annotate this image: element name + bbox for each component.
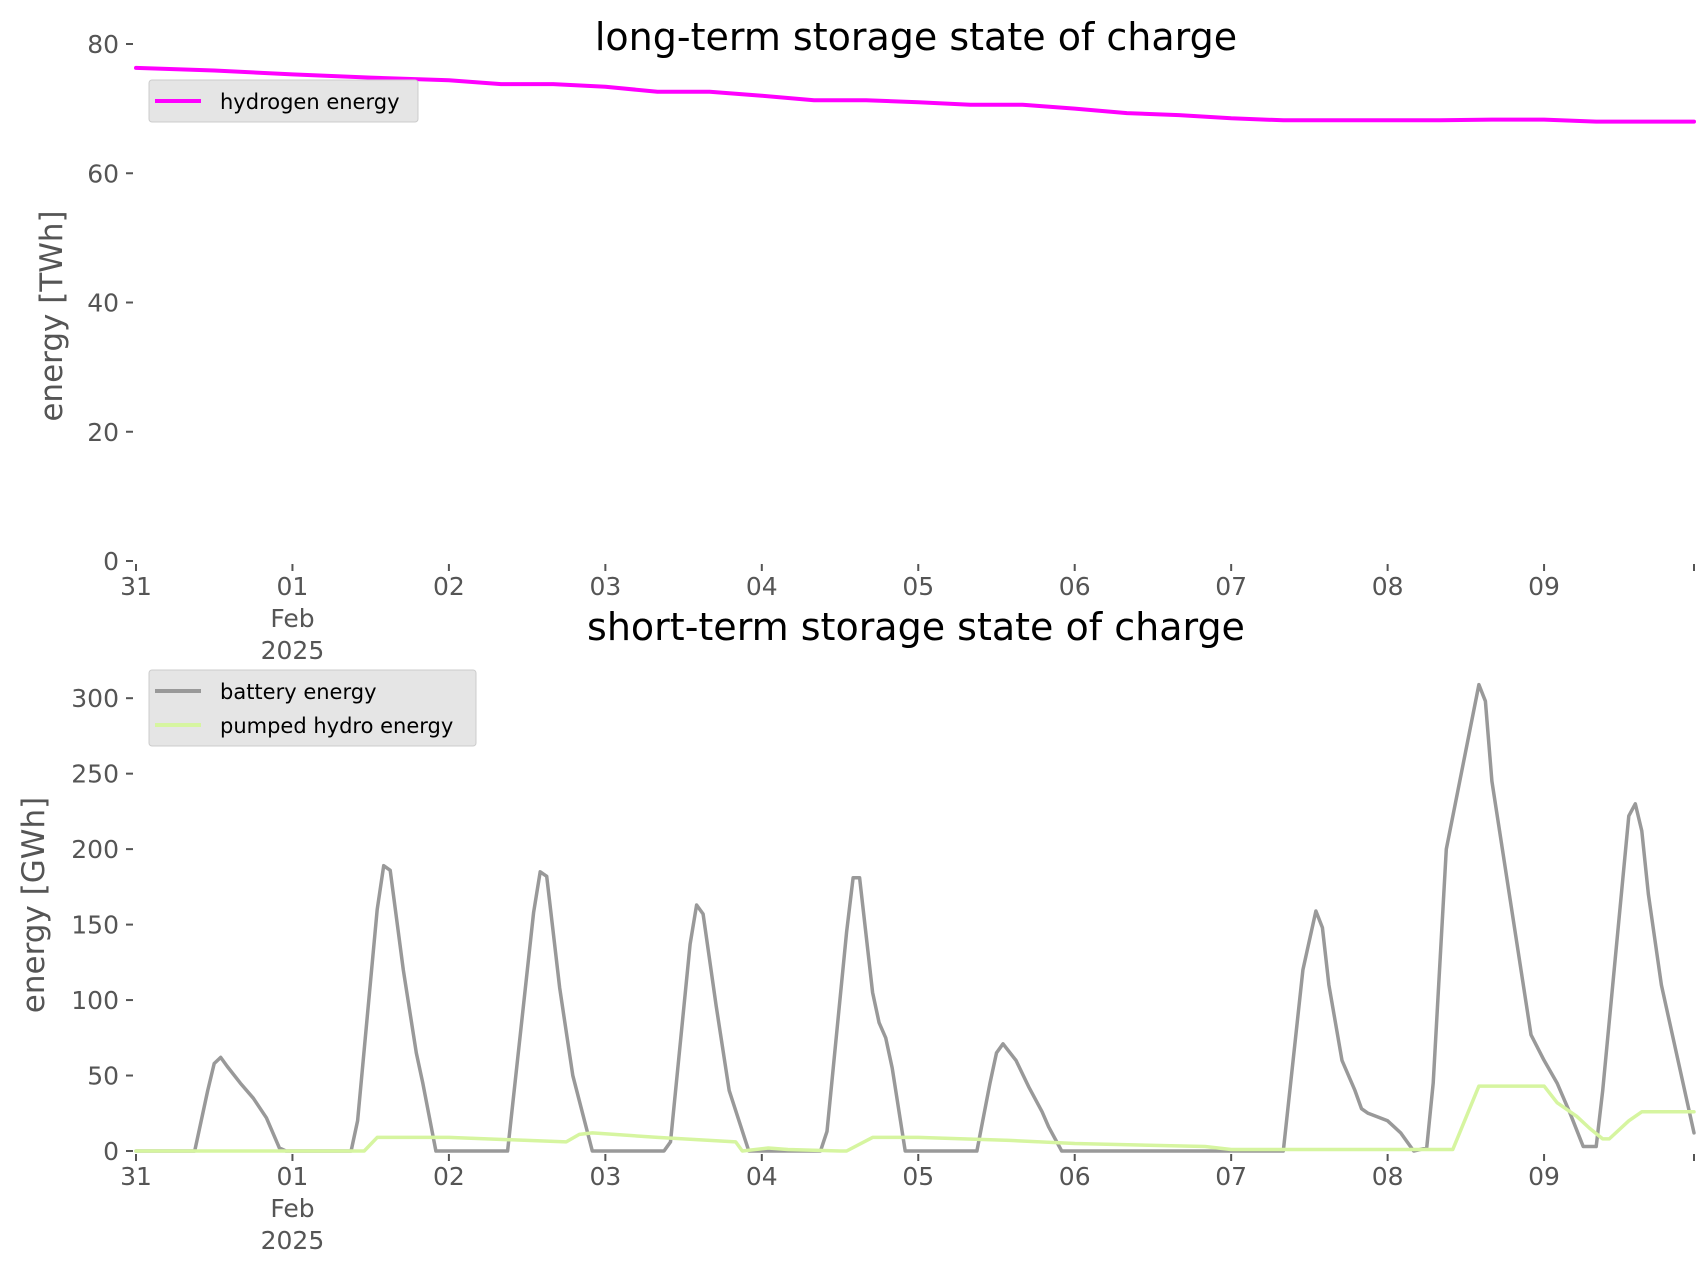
x-tick-label: 08 [1372, 572, 1404, 601]
x-tick-label: 03 [589, 1162, 621, 1191]
series-line-battery-energy [134, 682, 1696, 1153]
x-tick-label: 05 [902, 1162, 934, 1191]
y-tick-label: 150 [71, 911, 119, 940]
y-tick-label: 100 [71, 986, 119, 1015]
x-tick-label: 08 [1372, 1162, 1404, 1191]
y-tick-label: 40 [87, 289, 119, 318]
series-group [134, 65, 1696, 124]
series-line-pumped-hydro-energy [134, 1084, 1696, 1153]
chart-title: long-term storage state of charge [595, 15, 1237, 59]
x-tick-label: 07 [1215, 1162, 1247, 1191]
legend-label: hydrogen energy [220, 90, 400, 114]
x-tick-label: 2025 [261, 636, 325, 665]
legend-box [148, 669, 477, 747]
legend: battery energy pumped hydro energy [148, 669, 477, 747]
y-tick-label: 250 [71, 760, 119, 789]
x-tick-label: 01 [277, 572, 309, 601]
x-tick-label: 09 [1528, 572, 1560, 601]
x-tick-label: 06 [1059, 572, 1091, 601]
y-axis-label: energy [GWh] [16, 797, 52, 1013]
y-tick-label: 60 [87, 159, 119, 188]
y-tick-label: 200 [71, 835, 119, 864]
x-tick-label: 02 [433, 1162, 465, 1191]
x-tick-label: 02 [433, 572, 465, 601]
y-tick-label: 50 [87, 1062, 119, 1091]
legend-label: battery energy [220, 680, 377, 704]
y-tick-label: 0 [103, 547, 119, 576]
x-tick-label: 01 [277, 1162, 309, 1191]
long-term-storage-panel: long-term storage state of charge energy… [34, 15, 1696, 665]
legend: hydrogen energy [148, 79, 419, 123]
series-group [134, 682, 1696, 1153]
series-line-hydrogen-energy [134, 65, 1696, 124]
short-term-storage-panel: short-term storage state of charge energ… [16, 605, 1696, 1255]
x-tick-label: 03 [589, 572, 621, 601]
y-tick-label: 300 [71, 684, 119, 713]
x-tick-label: 31 [120, 1162, 152, 1191]
legend-label: pumped hydro energy [220, 714, 453, 738]
x-tick-label: 2025 [261, 1226, 325, 1255]
y-axis: 0 50 100 150 200 250 300 [71, 684, 133, 1166]
y-tick-label: 0 [103, 1137, 119, 1166]
x-axis: 31 01 Feb 2025 02 03 04 05 06 07 08 09 [120, 1154, 1695, 1255]
y-tick-label: 80 [87, 30, 119, 59]
y-axis-label: energy [TWh] [34, 210, 70, 421]
legend-box [148, 79, 419, 123]
x-tick-label: 04 [746, 572, 778, 601]
x-tick-label: 07 [1215, 572, 1247, 601]
x-axis: 31 01 Feb 2025 02 03 04 05 06 07 08 09 [120, 564, 1695, 665]
x-tick-label: 06 [1059, 1162, 1091, 1191]
x-tick-label: 05 [902, 572, 934, 601]
y-axis: 0 20 40 60 80 [87, 30, 133, 576]
x-tick-label: 04 [746, 1162, 778, 1191]
y-tick-label: 20 [87, 418, 119, 447]
x-tick-label: 09 [1528, 1162, 1560, 1191]
chart-title: short-term storage state of charge [587, 605, 1245, 649]
x-tick-label: 31 [120, 572, 152, 601]
x-tick-label: Feb [270, 604, 314, 633]
x-tick-label: Feb [270, 1194, 314, 1223]
